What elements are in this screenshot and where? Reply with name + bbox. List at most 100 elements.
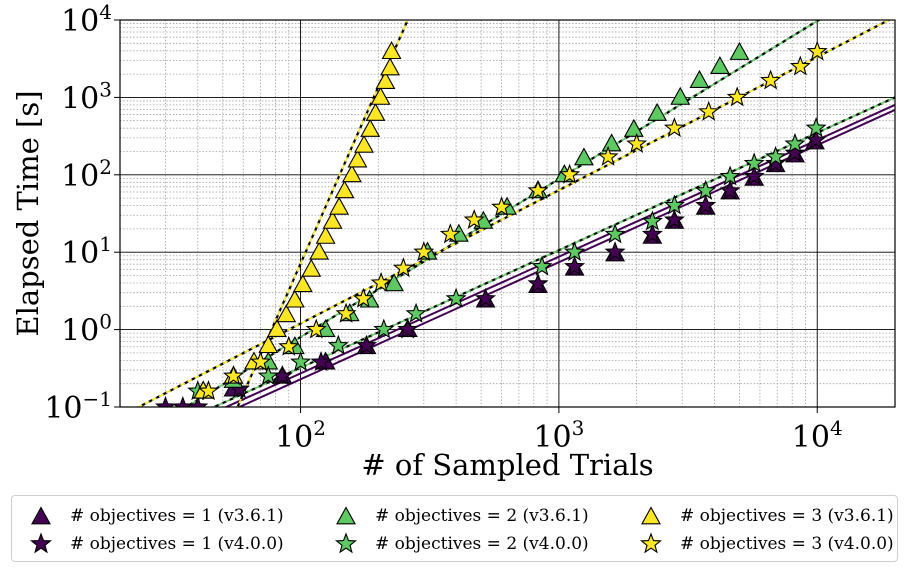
star-marker [743, 152, 765, 173]
star-marker [626, 132, 648, 153]
star-marker [663, 194, 685, 215]
star-marker [604, 241, 626, 262]
triangle-marker [365, 102, 386, 121]
triangle-marker [266, 318, 287, 337]
triangle-marker [380, 57, 400, 76]
legend-star-icon [334, 532, 358, 554]
legend-grid: # objectives = 1 (v3.6.1) # objectives = … [26, 502, 894, 558]
triangle-marker [360, 118, 381, 137]
star-marker [527, 179, 549, 200]
legend-label: # objectives = 3 (v4.0.0) [680, 534, 894, 554]
star-marker [726, 86, 748, 107]
star-marker [370, 271, 392, 292]
star-marker [475, 287, 497, 308]
legend: # objectives = 1 (v3.6.1) # objectives = … [11, 495, 898, 562]
legend-item: # objectives = 1 (v4.0.0) [26, 530, 331, 558]
y-tick-label: 10−1 [44, 387, 112, 426]
data-markers [154, 40, 828, 407]
star-marker [463, 209, 485, 230]
triangle-marker [670, 86, 691, 105]
star-marker [695, 179, 717, 200]
star-marker [327, 334, 349, 355]
star-marker [405, 302, 427, 323]
star-marker [397, 318, 419, 339]
axis-ticks: 102 103 104 10−1 100 101 102 103 104 [44, 0, 842, 455]
triangle-marker [284, 289, 305, 308]
legend-item: # objectives = 2 (v4.0.0) [331, 530, 636, 558]
x-tick-label: 103 [533, 416, 584, 455]
star-marker [719, 165, 741, 186]
star-marker [805, 129, 827, 150]
triangle-marker [329, 196, 350, 215]
legend-label: # objectives = 1 (v4.0.0) [70, 534, 284, 554]
chart: 102 103 104 10−1 100 101 102 103 104 # of Sample… [11, 0, 896, 482]
star-marker [743, 165, 765, 186]
star-marker [413, 241, 435, 262]
fit-line-outline [211, 96, 895, 407]
legend-item: # objectives = 1 (v3.6.1) [26, 502, 331, 530]
triangle-marker [384, 273, 404, 292]
triangle-marker [647, 102, 668, 121]
star-marker [257, 365, 279, 386]
legend-star-icon [639, 532, 663, 554]
star-marker [765, 152, 787, 173]
y-tick-label: 104 [61, 0, 112, 39]
legend-item: # objectives = 3 (v3.6.1) [636, 502, 906, 530]
star-marker [527, 272, 549, 293]
star-marker [305, 318, 327, 339]
triangle-marker [381, 41, 402, 60]
legend-label: # objectives = 1 (v3.6.1) [70, 506, 284, 526]
star-marker [278, 335, 300, 356]
triangle-marker [341, 164, 362, 183]
star-marker [641, 223, 663, 244]
star-marker [310, 351, 332, 372]
star-marker [695, 194, 717, 215]
star-marker [663, 117, 685, 138]
star-marker [392, 257, 414, 278]
star-marker [352, 287, 374, 308]
star-marker [373, 318, 395, 339]
star-marker [641, 210, 663, 231]
star-marker [335, 302, 357, 323]
triangle-marker [354, 134, 374, 153]
plot-frame [119, 19, 896, 408]
legend-label: # objectives = 2 (v3.6.1) [375, 506, 589, 526]
star-marker [355, 334, 378, 355]
legend-label: # objectives = 3 (v3.6.1) [680, 506, 894, 526]
star-marker [172, 395, 194, 407]
star-marker [531, 255, 553, 276]
y-tick-label: 100 [61, 310, 112, 349]
star-marker [806, 40, 828, 61]
triangle-marker [601, 133, 622, 152]
star-marker [719, 179, 741, 200]
fit-line [212, 96, 895, 407]
triangle-marker [301, 258, 322, 277]
star-marker [604, 223, 626, 244]
star-marker [564, 241, 586, 262]
fit-line [236, 108, 895, 407]
star-marker [491, 196, 513, 217]
star-marker [597, 145, 619, 166]
legend-triangle-icon [641, 506, 661, 525]
legend-label: # objectives = 2 (v4.0.0) [375, 534, 589, 554]
triangle-marker [729, 41, 750, 60]
star-marker [250, 351, 272, 372]
star-marker [564, 255, 586, 276]
triangle-marker [623, 118, 644, 137]
star-marker [290, 351, 312, 372]
triangle-marker [573, 147, 594, 166]
triangle-marker [276, 304, 297, 323]
star-marker [784, 132, 806, 153]
star-marker [445, 287, 467, 308]
star-marker [760, 69, 782, 90]
triangle-marker [334, 180, 355, 199]
star-marker [154, 395, 177, 407]
y-tick-label: 102 [61, 155, 112, 194]
x-tick-label: 102 [275, 416, 326, 455]
triangle-marker [292, 274, 313, 293]
triangle-marker [375, 70, 396, 89]
triangle-marker [347, 149, 368, 168]
fit-line [223, 103, 895, 407]
star-marker [789, 55, 811, 76]
star-marker [187, 395, 209, 407]
